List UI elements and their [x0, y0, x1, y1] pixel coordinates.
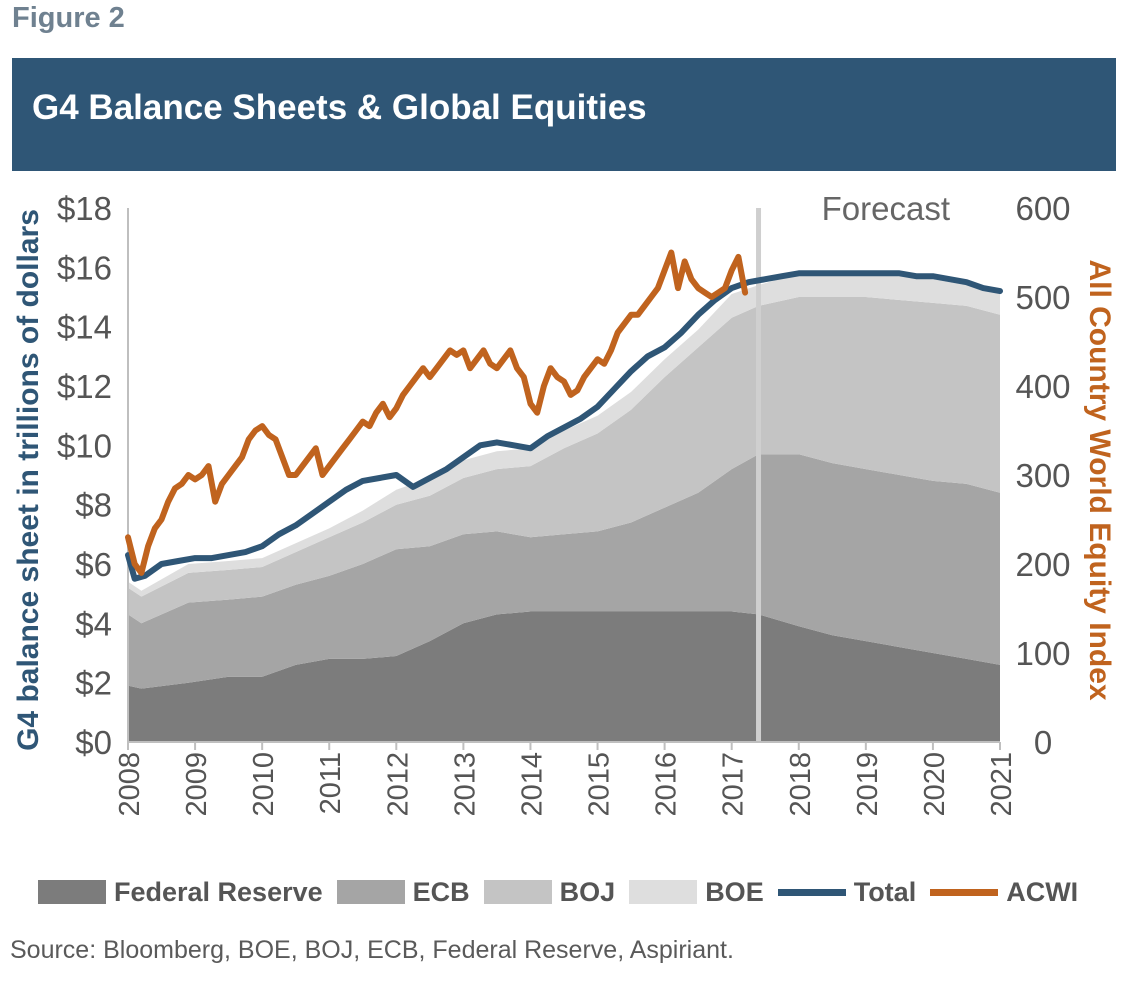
- legend-label-boe: BOE: [705, 876, 764, 907]
- source-note: Source: Bloomberg, BOE, BOJ, ECB, Federa…: [10, 936, 734, 964]
- x-tick-label: 2010: [248, 752, 280, 817]
- title-bar: G4 Balance Sheets & Global Equities: [12, 58, 1116, 171]
- legend-swatch-boe: [629, 880, 698, 904]
- forecast-label: Forecast: [822, 190, 950, 227]
- legend-item-acwi: ACWI: [930, 877, 1078, 908]
- legend-item-boj: BOJ: [483, 876, 616, 908]
- legend-label-ecb: ECB: [412, 876, 470, 907]
- right-axis-title: All Country World Equity Index: [1083, 259, 1116, 700]
- x-tick-label: 2021: [986, 752, 1018, 817]
- legend-line-acwi: [930, 888, 999, 896]
- legend-label-boj: BOJ: [559, 876, 616, 907]
- legend-swatch-ecb: [336, 880, 405, 904]
- area-fed: [128, 611, 1000, 742]
- legend-label-acwi: ACWI: [1006, 876, 1079, 907]
- legend-item-fed: Federal Reserve: [38, 877, 323, 908]
- legend-label-total: Total: [853, 876, 917, 907]
- right-tick-label: 0: [1034, 724, 1052, 761]
- legend-line-total: [777, 888, 846, 896]
- left-tick-label: $16: [57, 249, 112, 286]
- left-tick-label: $12: [57, 368, 112, 405]
- left-tick-label: $14: [57, 309, 112, 346]
- right-tick-label: 600: [1015, 190, 1070, 227]
- left-tick-label: $10: [57, 427, 112, 464]
- chart-title: G4 Balance Sheets & Global Equities: [32, 88, 647, 127]
- series-lines: [125, 249, 1003, 582]
- right-tick-label: 300: [1015, 457, 1070, 494]
- right-tick-label: 200: [1015, 546, 1070, 583]
- line-total: [125, 270, 1003, 582]
- line-acwi: [125, 249, 749, 576]
- right-tick-label: 100: [1015, 635, 1070, 672]
- x-tick-label: 2016: [651, 752, 683, 817]
- figure-label: Figure 2: [12, 2, 125, 34]
- x-tick-label: 2020: [919, 752, 951, 817]
- left-tick-label: $6: [75, 546, 112, 583]
- legend-item-boe: BOE: [629, 877, 764, 908]
- x-tick-label: 2018: [785, 752, 817, 817]
- right-tick-label: 400: [1015, 368, 1070, 405]
- left-tick-label: $2: [75, 665, 112, 702]
- x-tick-label: 2012: [382, 752, 414, 817]
- x-tick-label: 2011: [315, 752, 347, 814]
- x-tick-label: 2017: [718, 752, 750, 817]
- x-tick-label: 2014: [516, 752, 548, 817]
- axes: [127, 208, 1001, 750]
- legend-item-total: Total: [777, 876, 917, 908]
- x-tick-label: 2013: [449, 752, 481, 817]
- area-ecb: [128, 454, 1000, 689]
- legend-swatch-fed: [38, 880, 106, 904]
- left-tick-label: $8: [75, 487, 112, 524]
- right-tick-label: 500: [1015, 279, 1070, 316]
- x-tick-label: 2008: [114, 752, 146, 817]
- left-tick-label: $4: [75, 605, 112, 642]
- stacked-areas: [128, 273, 1000, 742]
- legend-label-fed: Federal Reserve: [114, 876, 323, 907]
- area-boj: [128, 297, 1000, 624]
- legend-swatch-boj: [483, 880, 552, 904]
- x-tick-label: 2015: [584, 752, 616, 817]
- legend-item-ecb: ECB: [336, 876, 470, 908]
- area-boe: [128, 273, 1000, 597]
- left-tick-label: $0: [75, 724, 112, 761]
- legend: Federal Reserve ECB BOJ BOE Total ACWI: [38, 872, 1092, 912]
- left-axis-title: G4 balance sheet in trillions of dollars: [12, 209, 45, 751]
- left-tick-label: $18: [57, 190, 112, 227]
- axis-labels: Forecast $0 $2 $4 $6 $8 $10 $12 $14 $16 $18 0 100 200…: [12, 190, 1116, 817]
- x-tick-label: 2009: [181, 752, 213, 817]
- x-tick-label: 2019: [852, 752, 884, 817]
